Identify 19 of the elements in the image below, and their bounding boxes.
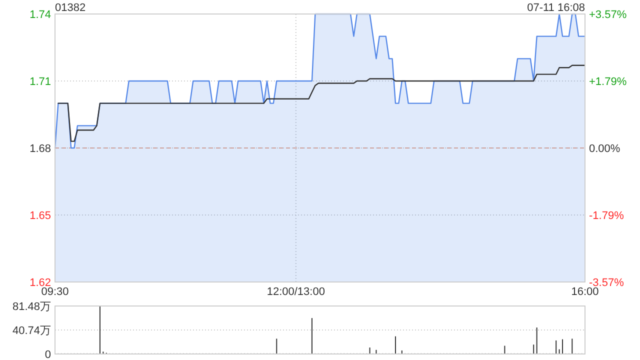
y2-tick-label: -1.79% — [589, 210, 624, 222]
line-series — [58, 64, 586, 142]
x-tick-label: 12:00/13:00 — [266, 286, 325, 298]
y-tick-label: 1.74 — [30, 9, 51, 21]
y-tick-label: 1.65 — [30, 210, 51, 222]
x-tick-label: 09:30 — [41, 286, 69, 298]
x-tick-label: 16:00 — [571, 286, 599, 298]
chart-subtitle: 07-11 16:08 — [527, 2, 585, 14]
y-tick-label: 40.74万 — [12, 325, 51, 337]
y2-tick-label: +3.57% — [589, 9, 627, 21]
chart-title: 01382 — [55, 2, 86, 14]
y2-tick-label: 0.00% — [589, 143, 620, 155]
y-tick-label: 81.48万 — [12, 301, 51, 313]
y-tick-label: 0 — [44, 349, 51, 360]
y2-tick-label: +1.79% — [589, 76, 627, 88]
y2-tick-label: -3.57% — [589, 277, 624, 289]
y-tick-label: 1.68 — [30, 143, 51, 155]
y-tick-label: 1.71 — [30, 76, 51, 88]
y-tick-label: 1.62 — [30, 277, 51, 289]
